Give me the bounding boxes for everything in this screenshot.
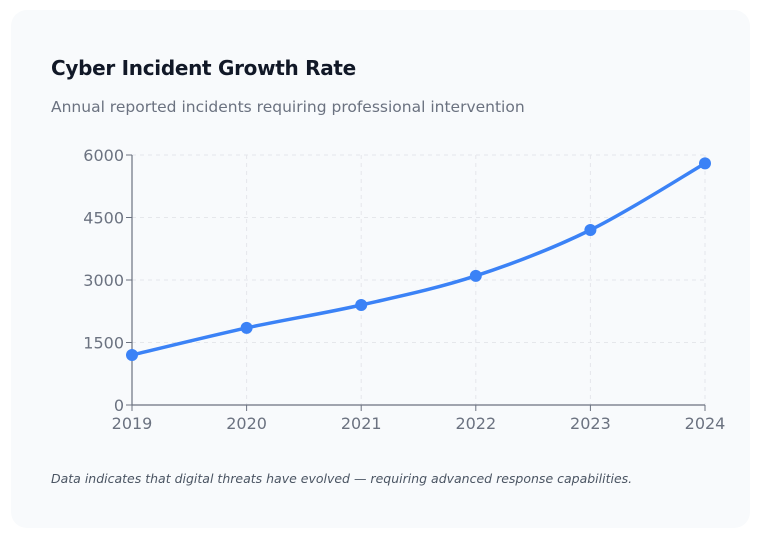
chart-title: Cyber Incident Growth Rate [51,56,356,80]
series-line [130,161,707,357]
y-tick-label: 6000 [83,146,124,165]
x-tick-label: 2022 [455,414,496,433]
data-point [584,224,597,236]
chart-card: Cyber Incident Growth Rate Annual report… [11,10,750,528]
data-point [699,157,711,170]
data-point [240,321,253,334]
data-point [126,349,138,361]
x-tick-label: 2019 [112,414,153,433]
x-tick-label: 2024 [685,414,726,433]
y-tick-label: 4500 [83,209,124,228]
chart-footnote: Data indicates that digital threats have… [51,471,633,486]
chart-subtitle: Annual reported incidents requiring prof… [51,98,525,116]
data-point [355,299,368,311]
y-tick-label: 1500 [83,334,124,353]
x-tick-label: 2023 [570,414,611,433]
data-point [469,269,482,282]
y-tick-label: 0 [114,396,124,415]
x-tick-label: 2020 [226,414,267,433]
y-tick-label: 3000 [83,271,124,290]
x-tick-label: 2021 [341,414,382,433]
